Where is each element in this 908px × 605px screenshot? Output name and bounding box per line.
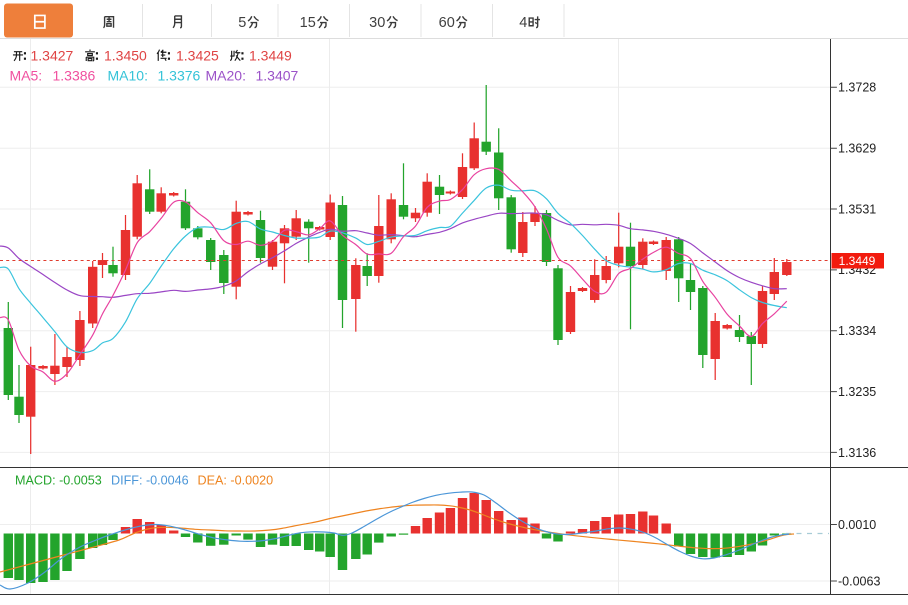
svg-text:0.0010: 0.0010 xyxy=(838,518,876,532)
svg-text:MA5: 1.3386: MA5: 1.3386 xyxy=(10,68,96,84)
svg-text:1.3427: 1.3427 xyxy=(31,48,74,64)
svg-text:DEA: -0.0020: DEA: -0.0020 xyxy=(198,474,274,488)
svg-text:5: 5 xyxy=(238,15,246,31)
svg-text:15: 15 xyxy=(300,15,316,31)
svg-text:DIFF: -0.0046: DIFF: -0.0046 xyxy=(111,474,189,488)
svg-text:1.3425: 1.3425 xyxy=(176,48,219,64)
svg-text:-0.0063: -0.0063 xyxy=(838,574,880,588)
svg-text:1.3136: 1.3136 xyxy=(838,446,876,460)
svg-text:1.3728: 1.3728 xyxy=(838,81,876,95)
svg-text:MA20: 1.3407: MA20: 1.3407 xyxy=(206,68,299,84)
svg-text:1.3450: 1.3450 xyxy=(104,48,147,64)
svg-text:MACD: -0.0053: MACD: -0.0053 xyxy=(15,474,102,488)
svg-text:60: 60 xyxy=(439,15,455,31)
svg-text:4: 4 xyxy=(519,15,527,31)
svg-text:1.3449: 1.3449 xyxy=(249,48,292,64)
svg-text:1.3629: 1.3629 xyxy=(838,142,876,156)
svg-text:1.3235: 1.3235 xyxy=(838,385,876,399)
svg-text:1.3449: 1.3449 xyxy=(839,254,876,268)
svg-text:30: 30 xyxy=(369,15,385,31)
svg-text:1.3334: 1.3334 xyxy=(838,324,876,338)
svg-text:1.3531: 1.3531 xyxy=(838,202,876,216)
